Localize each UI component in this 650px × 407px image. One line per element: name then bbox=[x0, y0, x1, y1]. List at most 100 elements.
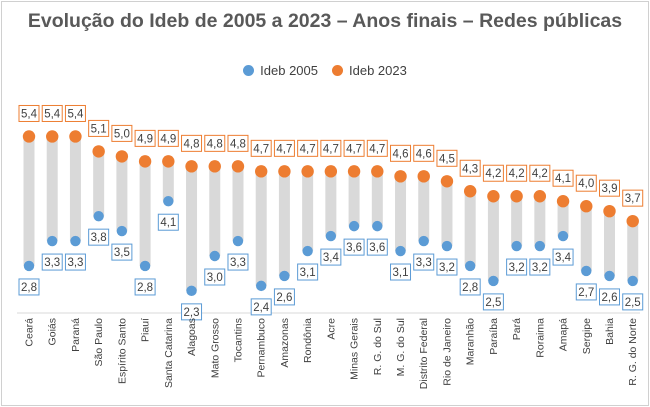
data-label-2005: 3,1 bbox=[393, 267, 409, 279]
label-box-2005 bbox=[134, 278, 156, 296]
legend-marker-2005 bbox=[243, 65, 255, 76]
connector-bar bbox=[580, 206, 592, 271]
legend-label-2005: Ideb 2005 bbox=[260, 63, 318, 78]
data-label-2005: 2,7 bbox=[578, 287, 594, 299]
data-label-2023: 5,1 bbox=[91, 123, 107, 135]
dot-2005 bbox=[23, 260, 35, 272]
dot-2005 bbox=[325, 230, 337, 242]
data-label-2005: 2,8 bbox=[21, 282, 37, 294]
dot-2005 bbox=[511, 240, 522, 252]
data-label-2005: 3,8 bbox=[91, 232, 107, 244]
label-box-2005 bbox=[250, 298, 272, 316]
category-label: Pernambuco bbox=[256, 318, 268, 378]
connector-bar bbox=[464, 191, 476, 266]
label-box-2023 bbox=[88, 119, 110, 137]
connector-bar bbox=[69, 136, 81, 242]
dot-2005 bbox=[348, 220, 360, 232]
data-label-2023: 4,2 bbox=[485, 168, 501, 180]
data-label-2023: 5,0 bbox=[114, 128, 130, 140]
label-box-2005 bbox=[529, 258, 551, 276]
label-box-2005 bbox=[506, 258, 528, 276]
data-label-2023: 4,8 bbox=[230, 138, 246, 150]
label-box-2023 bbox=[157, 129, 179, 147]
connector-bar bbox=[627, 221, 639, 281]
label-box-2005 bbox=[436, 258, 458, 276]
dot-2005 bbox=[372, 220, 383, 232]
dot-2023 bbox=[626, 214, 639, 228]
category-label: Pará bbox=[511, 318, 523, 340]
label-box-2005 bbox=[18, 278, 40, 296]
dot-2023 bbox=[22, 130, 36, 143]
label-box-2023 bbox=[552, 169, 574, 187]
label-box-2023 bbox=[506, 164, 528, 182]
data-label-2023: 4,7 bbox=[253, 143, 269, 155]
data-label-2005: 3,4 bbox=[323, 252, 340, 264]
label-box-2023 bbox=[390, 144, 412, 162]
dot-2005 bbox=[116, 225, 128, 237]
dot-2023 bbox=[533, 190, 547, 203]
connector-bar bbox=[209, 166, 221, 256]
connector-bar bbox=[348, 171, 360, 227]
dot-2023 bbox=[278, 165, 291, 178]
dot-2005 bbox=[279, 270, 290, 282]
label-box-2005 bbox=[482, 293, 504, 311]
dot-2005 bbox=[464, 260, 476, 272]
dot-2005 bbox=[302, 245, 313, 257]
data-label-2023: 4,8 bbox=[207, 138, 223, 150]
category-label: Paraíba bbox=[488, 318, 500, 355]
data-label-2023: 3,7 bbox=[625, 193, 641, 205]
label-box-2023 bbox=[622, 189, 644, 207]
data-label-2023: 4,7 bbox=[323, 143, 339, 155]
dot-2023 bbox=[603, 204, 616, 218]
data-label-2005: 3,3 bbox=[230, 257, 246, 269]
data-label-2005: 3,0 bbox=[207, 272, 223, 284]
data-label-2005: 3,2 bbox=[439, 262, 455, 274]
data-label-2023: 4,8 bbox=[184, 138, 200, 150]
label-box-2023 bbox=[227, 134, 249, 152]
category-label: Rondônia bbox=[302, 318, 314, 363]
dot-2005 bbox=[604, 270, 615, 282]
data-label-2005: 3,4 bbox=[555, 252, 572, 264]
connector-bar bbox=[162, 161, 174, 202]
label-box-2005 bbox=[181, 303, 203, 321]
category-label: R. G. do Sul bbox=[372, 318, 384, 375]
data-label-2023: 4,6 bbox=[416, 148, 432, 160]
label-box-2005 bbox=[41, 253, 63, 271]
label-box-2005 bbox=[227, 253, 249, 271]
data-label-2023: 4,3 bbox=[462, 163, 478, 175]
data-label-2005: 2,5 bbox=[625, 297, 641, 309]
dot-2023 bbox=[46, 130, 59, 143]
legend-item-2005: Ideb 2005 bbox=[243, 63, 318, 78]
label-box-2005 bbox=[552, 248, 574, 266]
connector-bar bbox=[534, 196, 546, 247]
data-label-2005: 3,3 bbox=[416, 257, 432, 269]
dot-2005 bbox=[139, 260, 151, 272]
category-label: Ceará bbox=[24, 318, 36, 347]
legend: Ideb 2005 Ideb 2023 bbox=[0, 63, 650, 78]
data-label-2023: 4,1 bbox=[555, 173, 571, 185]
label-box-2023 bbox=[413, 144, 435, 162]
chart-title: Evolução do Ideb de 2005 a 2023 – Anos f… bbox=[27, 10, 623, 32]
connector-bar bbox=[23, 136, 35, 266]
data-label-2005: 4,1 bbox=[160, 217, 176, 229]
data-label-2023: 4,7 bbox=[300, 143, 316, 155]
category-label: R. G. do Norte bbox=[627, 318, 639, 386]
dot-2005 bbox=[186, 285, 197, 297]
data-label-2023: 4,7 bbox=[346, 143, 362, 155]
dot-2005 bbox=[534, 240, 546, 252]
data-label-2005: 3,6 bbox=[346, 242, 362, 254]
label-box-2005 bbox=[88, 228, 110, 246]
dot-2005 bbox=[488, 275, 499, 287]
connector-bar bbox=[116, 156, 128, 232]
data-label-2023: 4,9 bbox=[160, 133, 176, 145]
dot-2023 bbox=[371, 165, 384, 178]
category-label: Bahia bbox=[604, 318, 616, 345]
dot-2023 bbox=[92, 145, 105, 158]
dot-2023 bbox=[115, 150, 129, 163]
dot-2005 bbox=[256, 280, 267, 292]
category-label: Goiás bbox=[47, 318, 59, 345]
data-label-2005: 3,6 bbox=[369, 242, 385, 254]
dot-2023 bbox=[255, 165, 268, 178]
label-box-2005 bbox=[459, 278, 481, 296]
label-box-2023 bbox=[41, 104, 63, 122]
